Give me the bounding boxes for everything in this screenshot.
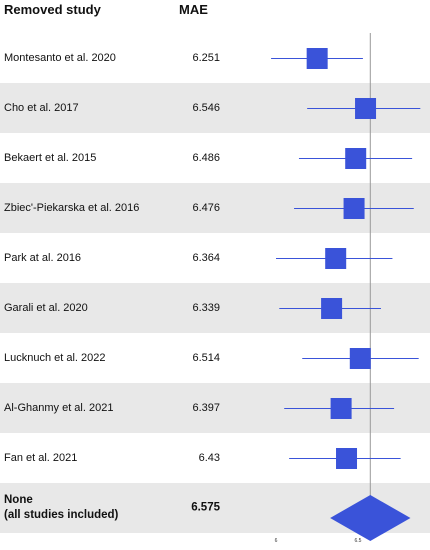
study-label: Montesanto et al. 2020 [4,52,116,64]
study-label: Lucknuch et al. 2022 [4,352,106,364]
estimate-marker [325,248,347,269]
study-row: Park at al. 2016 6.364 [0,233,430,283]
mae-value: 6.364 [192,252,220,264]
estimate-marker [330,398,352,419]
study-label: Bekaert et al. 2015 [4,152,97,164]
summary-mae-value: 6.575 [191,501,220,514]
estimate-marker [349,348,371,369]
study-label: Garali et al. 2020 [4,302,88,314]
summary-label-line1: None [4,494,33,506]
study-row: Lucknuch et al. 2022 6.514 [0,333,430,383]
summary-diamond [330,495,411,541]
study-label: Fan et al. 2021 [4,452,78,464]
summary-label: None (all studies included) [4,493,118,523]
estimate-marker [343,198,365,219]
mae-value: 6.251 [192,52,220,64]
mae-value: 6.339 [192,302,220,314]
study-row: Fan et al. 2021 6.43 [0,433,430,483]
mae-value: 6.476 [192,202,220,214]
mae-value: 6.486 [192,152,220,164]
mae-value: 6.43 [198,452,220,464]
x-tick-label: 6.5 [355,538,362,544]
study-row: Montesanto et al. 2020 6.251 [0,33,430,83]
estimate-marker [345,148,367,169]
study-label: Zbiec'-Piekarska et al. 2016 [4,202,140,214]
estimate-marker [306,48,328,69]
estimate-marker [321,298,343,319]
study-label: Park at al. 2016 [4,252,82,264]
study-label: Cho et al. 2017 [4,102,79,114]
mae-value: 6.397 [192,402,220,414]
study-column-header: Removed study [4,2,101,17]
study-row: Bekaert et al. 2015 6.486 [0,133,430,183]
study-label: Al-Ghanmy et al. 2021 [4,402,114,414]
x-tick-label: 6 [275,538,278,544]
mae-value: 6.514 [192,352,220,364]
estimate-marker [355,98,377,119]
mae-column-header: MAE [179,2,208,17]
mae-value: 6.546 [192,102,220,114]
estimate-marker [336,448,358,469]
summary-label-line2: (all studies included) [4,509,119,521]
